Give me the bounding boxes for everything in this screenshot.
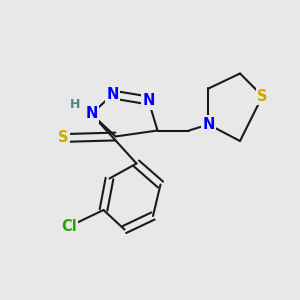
Text: S: S — [257, 88, 268, 104]
Text: N: N — [85, 106, 98, 122]
Text: N: N — [106, 87, 119, 102]
Text: N: N — [202, 117, 215, 132]
Text: Cl: Cl — [61, 219, 77, 234]
Text: S: S — [58, 130, 68, 146]
Text: N: N — [142, 93, 155, 108]
Text: H: H — [70, 98, 80, 112]
